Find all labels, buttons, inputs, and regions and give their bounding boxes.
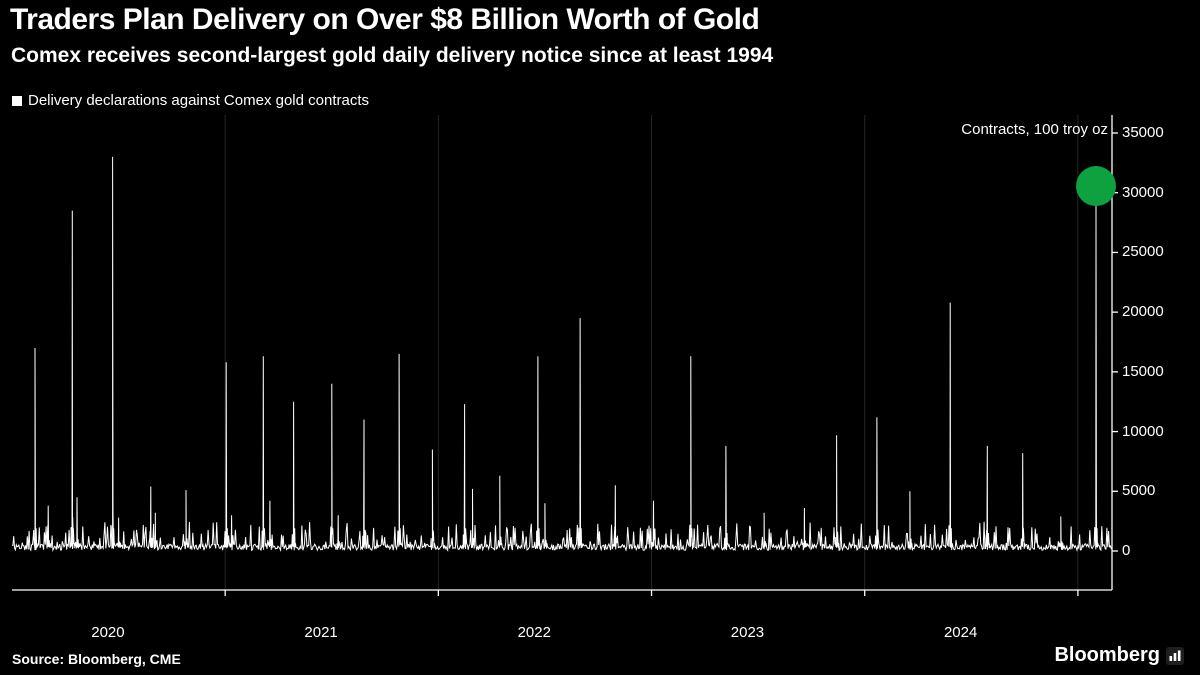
bloomberg-wordmark: Bloomberg — [1054, 644, 1160, 666]
y-tick-label: 25000 — [1122, 243, 1164, 261]
y-tick-label: 10000 — [1122, 422, 1164, 440]
bloomberg-chart-icon — [1166, 646, 1184, 665]
y-axis-unit-label: Contracts, 100 troy oz — [961, 121, 1108, 138]
delivery-declarations-series — [11, 156, 1113, 553]
y-tick-label: 15000 — [1122, 362, 1164, 380]
chart-title: Traders Plan Delivery on Over $8 Billion… — [10, 3, 760, 36]
chart-subtitle: Comex receives second-largest gold daily… — [11, 44, 774, 67]
y-tick-label: 5000 — [1122, 482, 1156, 500]
y-tick-label: 20000 — [1122, 303, 1164, 321]
legend-label: Delivery declarations against Comex gold… — [28, 92, 369, 109]
y-tick-label: 0 — [1122, 542, 1131, 559]
x-tick-label: 2024 — [943, 624, 978, 641]
x-tick-label: 2023 — [730, 624, 765, 641]
x-tick-label: 2022 — [517, 624, 551, 641]
y-tick-label: 35000 — [1122, 124, 1164, 141]
legend: Delivery declarations against Comex gold… — [12, 92, 369, 109]
source-note: Source: Bloomberg, CME — [12, 651, 181, 667]
y-tick-label: 30000 — [1122, 183, 1164, 201]
x-tick-label: 2021 — [304, 624, 338, 641]
x-tick-label: 2020 — [91, 624, 125, 641]
bloomberg-logo: Bloomberg — [1054, 644, 1184, 667]
highlight-marker — [1076, 166, 1117, 207]
legend-swatch-icon — [12, 95, 22, 106]
